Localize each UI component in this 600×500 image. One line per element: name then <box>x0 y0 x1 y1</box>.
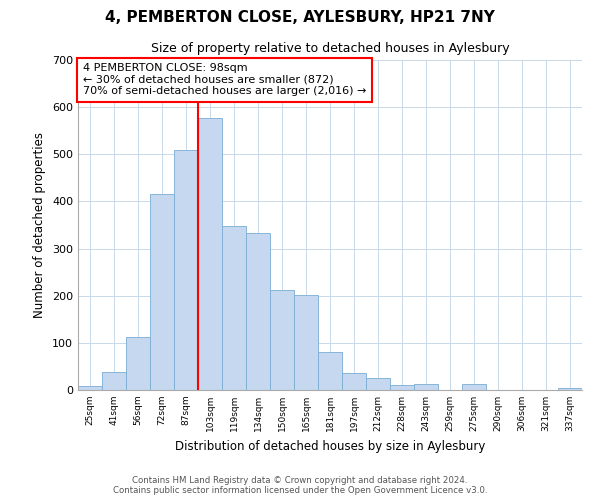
Bar <box>102 372 126 390</box>
Bar <box>342 372 366 390</box>
Bar <box>150 194 174 390</box>
Bar <box>414 384 438 390</box>
Bar <box>270 290 294 390</box>
Y-axis label: Number of detached properties: Number of detached properties <box>34 132 46 318</box>
Bar <box>78 386 102 390</box>
Text: 4, PEMBERTON CLOSE, AYLESBURY, HP21 7NY: 4, PEMBERTON CLOSE, AYLESBURY, HP21 7NY <box>105 10 495 25</box>
Text: Contains HM Land Registry data © Crown copyright and database right 2024.
Contai: Contains HM Land Registry data © Crown c… <box>113 476 487 495</box>
Bar <box>390 385 414 390</box>
Bar <box>198 118 222 390</box>
X-axis label: Distribution of detached houses by size in Aylesbury: Distribution of detached houses by size … <box>175 440 485 452</box>
Text: 4 PEMBERTON CLOSE: 98sqm
← 30% of detached houses are smaller (872)
70% of semi-: 4 PEMBERTON CLOSE: 98sqm ← 30% of detach… <box>83 64 367 96</box>
Bar <box>366 378 390 390</box>
Bar <box>462 384 486 390</box>
Bar <box>294 295 318 390</box>
Title: Size of property relative to detached houses in Aylesbury: Size of property relative to detached ho… <box>151 42 509 54</box>
Bar <box>174 150 198 390</box>
Bar <box>318 352 342 390</box>
Bar <box>246 233 270 390</box>
Bar <box>222 226 246 390</box>
Bar <box>126 336 150 390</box>
Bar <box>558 388 582 390</box>
